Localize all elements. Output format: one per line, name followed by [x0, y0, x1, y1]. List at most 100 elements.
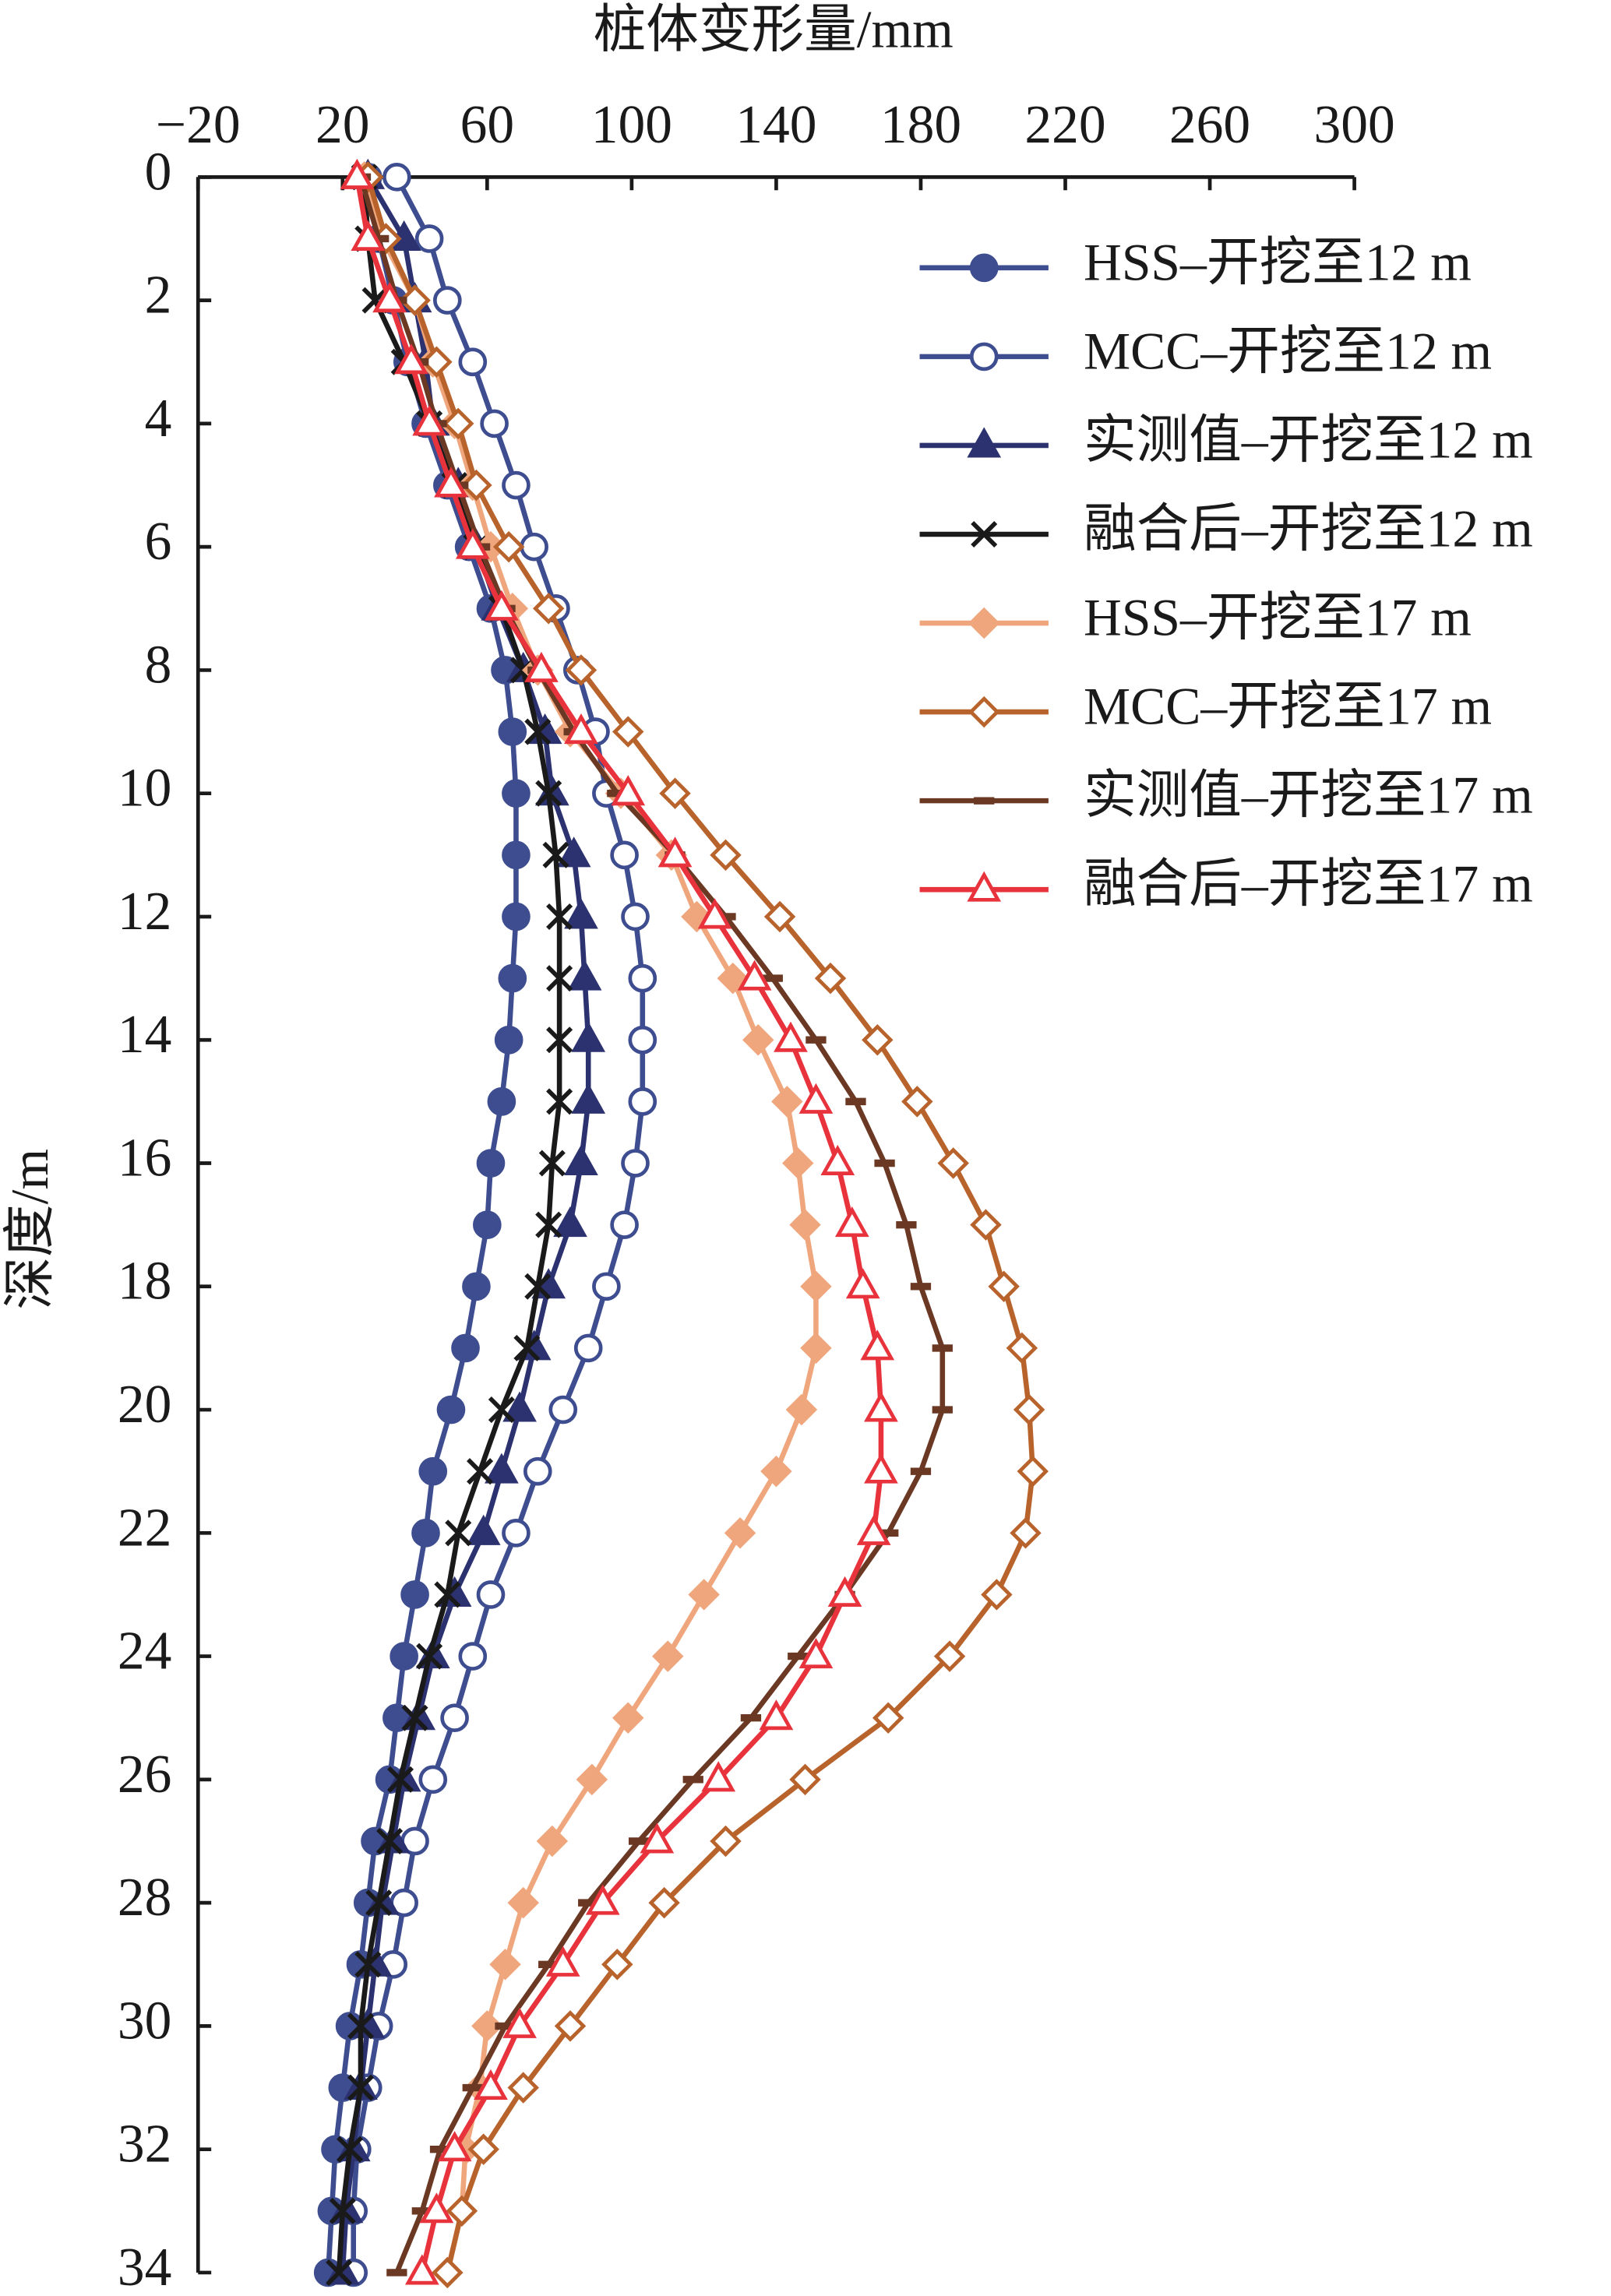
data-point	[872, 1702, 904, 1734]
data-point	[440, 1703, 469, 1733]
data-point	[502, 902, 531, 931]
data-point	[502, 1391, 537, 1422]
y-tick-label: 22	[118, 1498, 172, 1558]
x-tick-label: 140	[735, 95, 816, 155]
data-point	[573, 1333, 603, 1363]
data-point	[659, 777, 691, 809]
data-point	[612, 1702, 644, 1734]
y-tick-label: 28	[118, 1868, 172, 1928]
data-point	[487, 1087, 516, 1116]
data-point	[535, 780, 562, 807]
data-point	[864, 1391, 898, 1422]
data-point	[710, 839, 742, 872]
data-point	[347, 2013, 375, 2040]
data-point	[774, 1021, 808, 1052]
data-point	[789, 1763, 821, 1796]
x-tick-label: 300	[1313, 95, 1394, 155]
data-point	[1006, 1332, 1038, 1365]
data-point	[421, 346, 453, 378]
data-point	[553, 1206, 587, 1238]
data-point	[782, 1147, 814, 1179]
data-point	[737, 960, 772, 991]
data-point	[382, 163, 411, 192]
data-point	[458, 347, 488, 377]
data-point	[507, 2072, 539, 2104]
x-tick-label: 260	[1169, 95, 1250, 155]
data-point	[390, 1642, 418, 1671]
data-point	[1013, 1393, 1045, 1426]
data-point	[434, 467, 468, 498]
data-point	[394, 343, 428, 375]
data-point	[347, 2074, 375, 2101]
data-point	[759, 1699, 794, 1731]
data-point	[485, 590, 519, 621]
y-tick-label: 2	[145, 266, 172, 326]
data-point	[988, 1270, 1020, 1303]
data-point	[612, 716, 644, 748]
data-point	[688, 1579, 720, 1611]
y-tick-label: 32	[118, 2115, 172, 2175]
data-point	[657, 836, 693, 868]
data-point	[628, 1087, 657, 1116]
legend-label: MCC–开挖至17 m	[1084, 678, 1492, 736]
data-point	[564, 898, 598, 929]
data-point	[416, 1643, 443, 1670]
data-point	[473, 1210, 502, 1239]
legend-label: 实测值–开挖至12 m	[1084, 410, 1533, 469]
data-point	[386, 1766, 414, 1793]
data-point	[648, 1886, 680, 1919]
data-point	[455, 528, 490, 559]
legend-marker	[967, 427, 1002, 458]
data-point	[697, 898, 732, 929]
data-point	[785, 1393, 818, 1426]
data-point	[476, 1580, 506, 1609]
data-point	[401, 1704, 428, 1731]
data-point	[546, 1088, 573, 1115]
data-point	[827, 1576, 862, 1607]
data-point	[502, 779, 531, 808]
y-tick-label: 34	[118, 2238, 172, 2296]
data-point	[592, 1272, 621, 1301]
data-point	[571, 1021, 606, 1052]
x-tick-label: 220	[1024, 95, 1105, 155]
data-point	[340, 158, 375, 189]
series-line	[361, 176, 819, 2273]
legend-marker	[969, 342, 999, 372]
data-point	[856, 1514, 891, 1545]
y-tick-label: 24	[118, 1622, 172, 1682]
data-point	[538, 1150, 566, 1177]
data-point	[1017, 1455, 1049, 1488]
data-point	[542, 841, 569, 868]
data-point	[354, 1951, 382, 1978]
data-point	[485, 1453, 519, 1484]
data-point	[548, 1395, 578, 1424]
x-tick-label: 180	[880, 95, 961, 155]
data-point	[480, 409, 509, 438]
legend-label: HSS–开挖至12 m	[1084, 233, 1472, 291]
legend-label: 融合后–开挖至17 m	[1084, 855, 1533, 914]
data-point	[820, 1144, 855, 1176]
data-point	[326, 2259, 353, 2286]
data-point	[546, 903, 573, 930]
y-tick-label: 4	[145, 389, 172, 449]
data-point	[621, 902, 650, 931]
data-point	[365, 1889, 393, 1917]
data-point	[437, 2131, 472, 2162]
data-point	[724, 1517, 756, 1549]
data-point	[535, 1211, 562, 1238]
data-point	[546, 965, 573, 992]
data-point	[376, 1827, 404, 1855]
data-point	[576, 1763, 608, 1796]
data-point	[436, 1395, 466, 1424]
data-point	[862, 1024, 894, 1056]
data-point	[610, 1210, 639, 1239]
data-point	[418, 1765, 448, 1794]
data-point	[434, 1581, 461, 1608]
data-point	[567, 960, 602, 991]
data-point	[419, 2192, 454, 2224]
legend-marker	[971, 520, 998, 548]
data-point	[351, 220, 386, 251]
data-point	[494, 1025, 523, 1055]
data-point	[442, 407, 474, 440]
data-point	[460, 469, 492, 502]
